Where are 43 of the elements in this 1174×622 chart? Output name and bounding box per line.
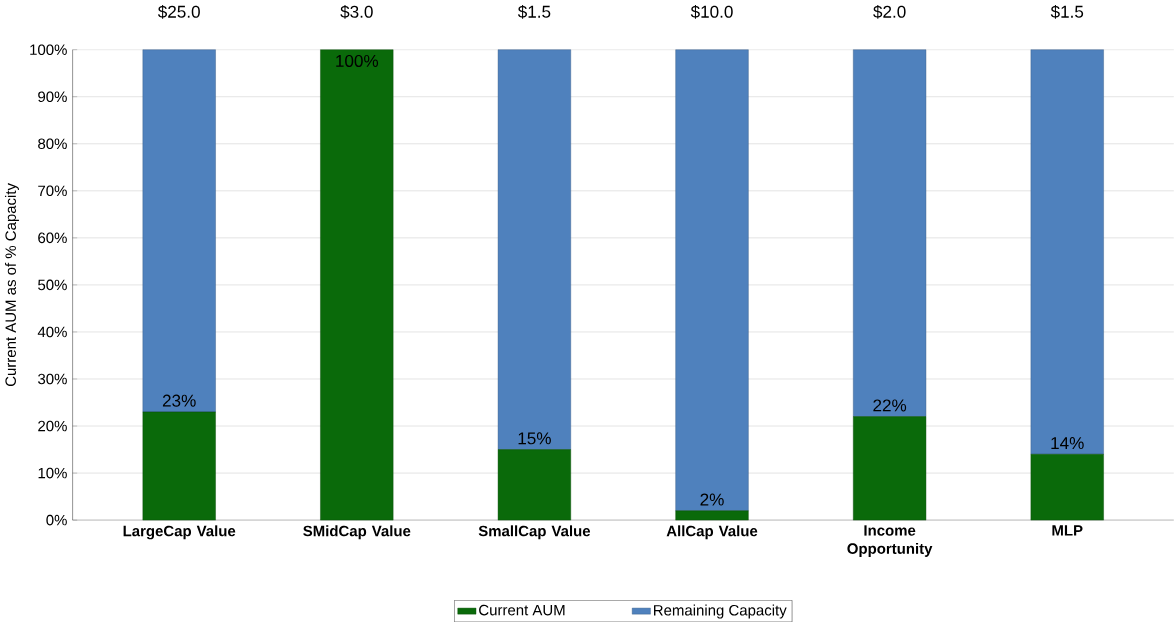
text: $2.0: [873, 4, 906, 19]
x-tick-label: SmallCap Value: [478, 525, 591, 540]
y-tick-label: 40%: [37, 326, 67, 338]
bar: [497, 49, 571, 450]
x-tick-label: AllCap Value: [666, 525, 758, 540]
y-tick-label: 70%: [38, 185, 67, 197]
bar: [497, 449, 571, 521]
text: $1.5: [517, 4, 551, 19]
bar: [1030, 49, 1104, 455]
data-label: 15%: [518, 432, 551, 445]
text: $10.0: [690, 4, 733, 19]
bar: [142, 411, 216, 521]
x-tick-label: SMidCap Value: [303, 525, 411, 540]
bar: [853, 416, 927, 521]
data-label: 14%: [1051, 437, 1084, 449]
y-tick-label: 50%: [38, 279, 67, 291]
y-tick-label: 90%: [38, 91, 67, 102]
y-tick-label: 30%: [38, 373, 67, 385]
text: $3.0: [340, 4, 373, 19]
y-tick-label: 60%: [38, 232, 67, 244]
x-tick-label: MLP: [1052, 525, 1083, 536]
text: $1.5: [1050, 4, 1084, 19]
bar: [675, 510, 749, 521]
y-tick-label: 10%: [38, 467, 67, 479]
y-axis-title: Current AUM as of % Capacity: [4, 182, 19, 386]
bar: [853, 49, 927, 417]
y-tick-label: 80%: [38, 138, 67, 149]
legend-label: Remaining Capacity: [654, 604, 787, 619]
y-tick-label: 0%: [46, 514, 67, 526]
y-tick-label: 100%: [30, 44, 67, 55]
data-label: 23%: [162, 394, 196, 407]
x-tick-label: Income Opportunity: [847, 525, 933, 557]
bar: [142, 49, 216, 413]
bar: [675, 49, 749, 511]
text: $25.0: [157, 4, 200, 19]
data-label: 2%: [700, 493, 724, 506]
x-tick-label: LargeCap Value: [123, 525, 236, 540]
legend-label: Current AUM: [479, 604, 565, 616]
bar: [320, 49, 394, 521]
data-label: 100%: [336, 54, 379, 67]
data-label: 22%: [873, 399, 907, 412]
y-tick-label: 20%: [38, 420, 67, 432]
bar: [1030, 453, 1104, 521]
